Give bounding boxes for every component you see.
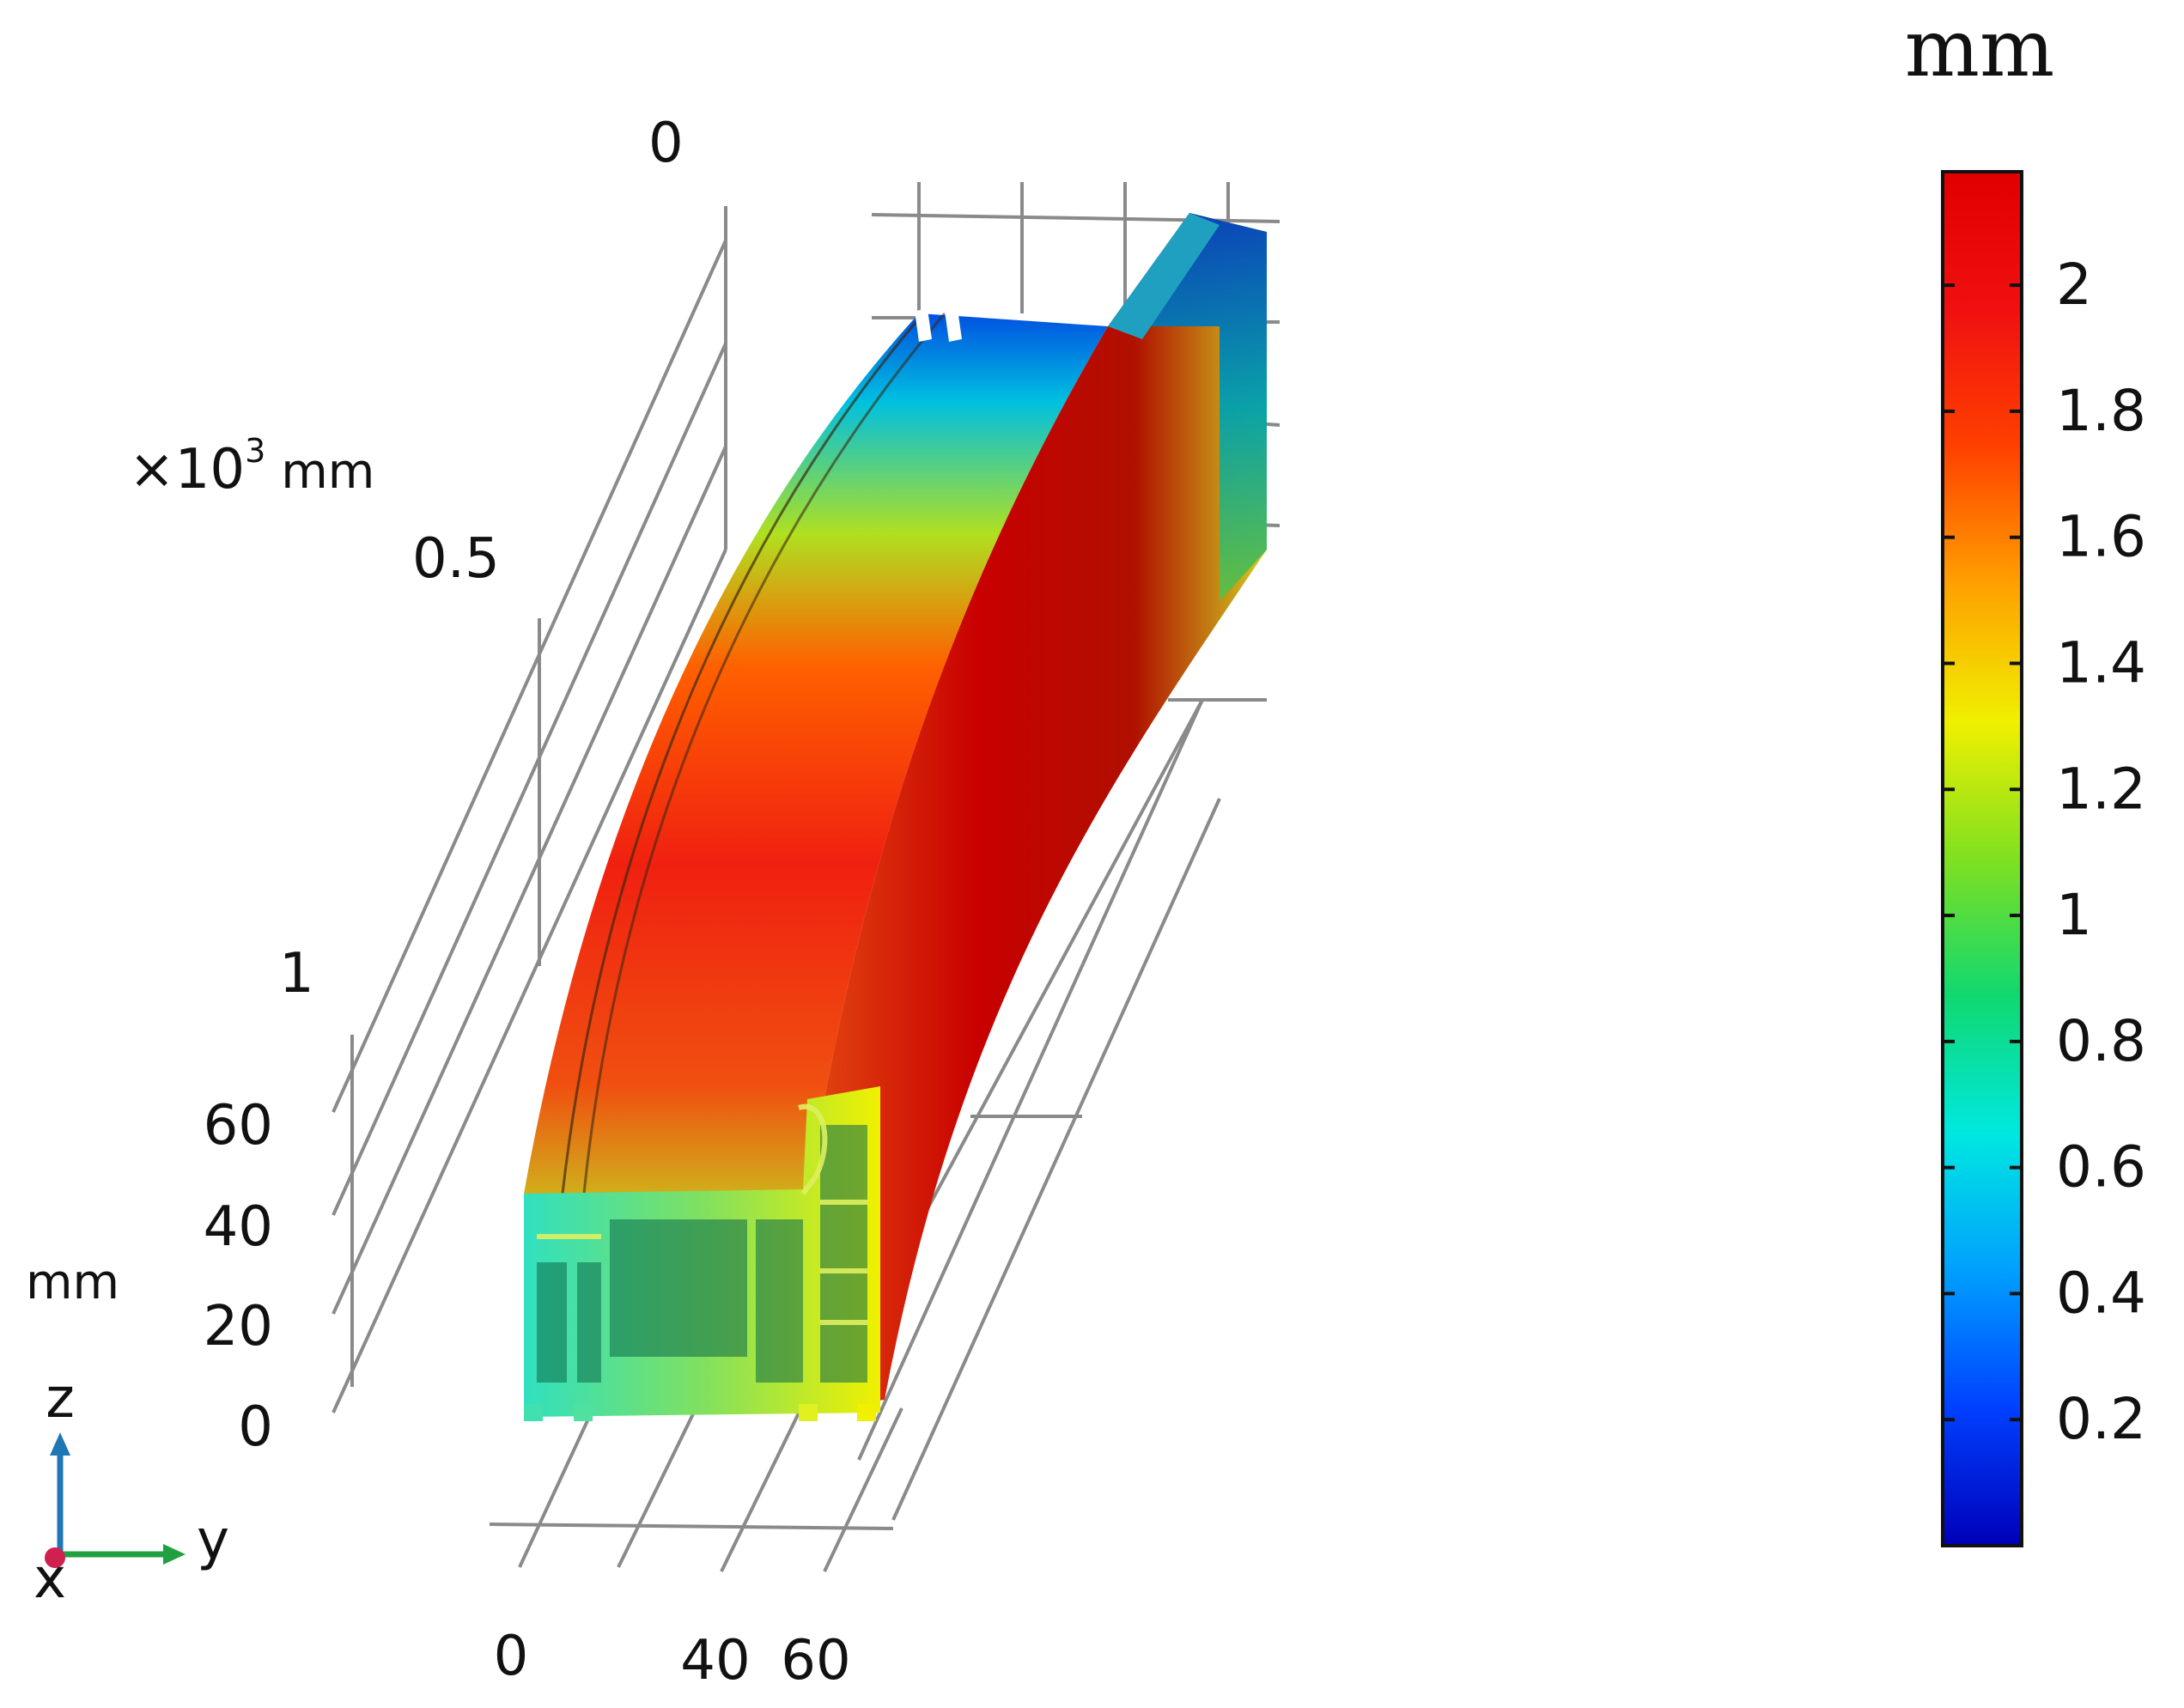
colorbar-tick-label: 1.6 <box>2056 504 2146 570</box>
y-axis-labels: 0 40 60 <box>494 1625 851 1693</box>
z-axis-unit: mm <box>26 1255 119 1310</box>
orientation-triad: z y x <box>33 1367 229 1611</box>
x-tick-label: 1 <box>279 942 314 1006</box>
profile-feet <box>524 1404 876 1421</box>
colorbar-tick-label: 0.4 <box>2056 1260 2146 1326</box>
colorbar-tick-label: 1 <box>2056 882 2092 948</box>
triad-x-label: x <box>33 1547 66 1611</box>
colorbar-tick-label: 0.6 <box>2056 1134 2146 1200</box>
z-tick-label: 0 <box>238 1395 273 1459</box>
y-tick-label: 0 <box>494 1625 529 1688</box>
x-tick-label: 0.5 <box>412 527 500 591</box>
x-axis-labels: 0 0.5 1 ×103 mm <box>129 112 684 1006</box>
colorbar: mm 2 1.8 1.6 1.4 1.2 1 0.8 0.6 0.4 0.2 <box>1905 3 2146 1547</box>
colorbar-ramp <box>1941 170 2023 1547</box>
x-tick-label: 0 <box>648 112 684 175</box>
colorbar-unit: mm <box>1905 3 2054 94</box>
colorbar-tick-label: 1.4 <box>2056 629 2146 696</box>
colorbar-tick-label: 0.8 <box>2056 1008 2146 1074</box>
y-tick-label: 40 <box>680 1629 750 1693</box>
z-tick-label: 40 <box>204 1195 273 1259</box>
triad-z-label: z <box>46 1367 75 1431</box>
z-tick-label: 20 <box>204 1295 273 1358</box>
cross-section-chambers <box>537 1125 867 1383</box>
profile-side-surface <box>824 213 1267 1408</box>
colorbar-tick-label: 0.2 <box>2056 1386 2146 1452</box>
y-tick-label: 60 <box>781 1629 850 1693</box>
colorbar-tick-label: 1.2 <box>2056 756 2146 822</box>
x-axis-dot <box>45 1547 65 1568</box>
z-tick-label: 60 <box>204 1094 273 1158</box>
deformed-window-profile <box>524 213 1267 1421</box>
triad-y-label: y <box>197 1509 229 1572</box>
profile-front-surface <box>524 313 1108 1417</box>
x-axis-scale-label: ×103 mm <box>129 432 374 501</box>
colorbar-ticks: 2 1.8 1.6 1.4 1.2 1 0.8 0.6 0.4 0.2 <box>1943 252 2146 1452</box>
colorbar-tick-label: 1.8 <box>2056 378 2146 444</box>
colorbar-tick-label: 2 <box>2056 252 2092 318</box>
z-axis-labels: 60 40 20 0 mm <box>26 1094 273 1459</box>
